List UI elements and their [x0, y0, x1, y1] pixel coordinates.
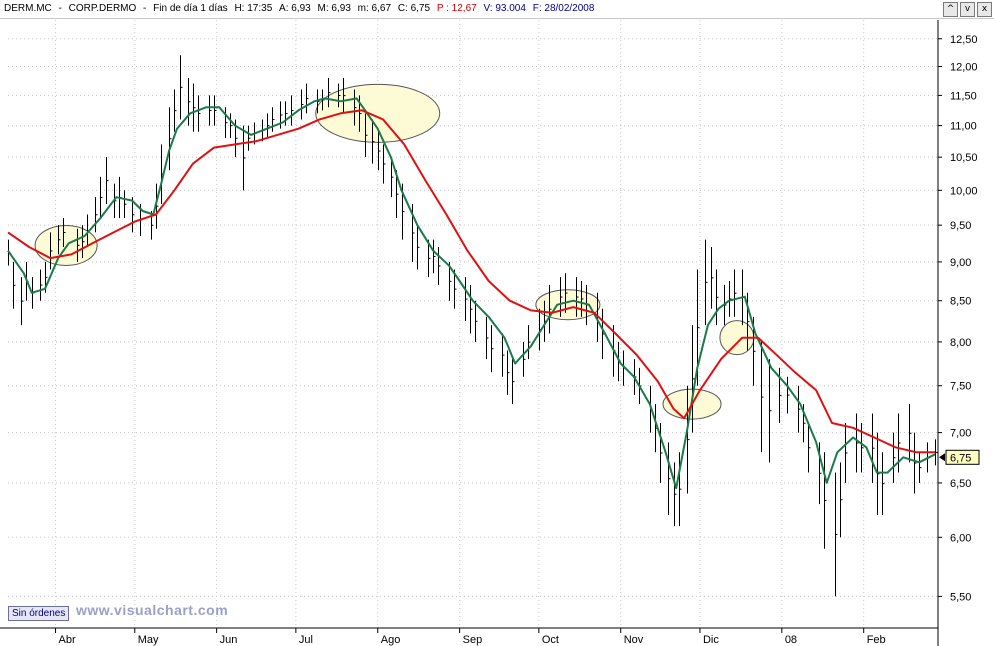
y-tick-label: 7,50: [950, 381, 971, 393]
grid: [8, 20, 938, 628]
x-tick-label: 08: [785, 634, 797, 646]
y-tick-label: 11,00: [950, 121, 977, 133]
x-tick-label: Jun: [220, 634, 238, 646]
window-controls: ^ v x: [943, 2, 992, 17]
last-price-box: [945, 449, 980, 465]
x-tick-label: Feb: [867, 634, 886, 646]
y-tick-label: 11,50: [950, 90, 977, 102]
highlight-ellipse: [535, 289, 601, 321]
x-tick-label: Ago: [381, 634, 401, 646]
y-tick-label: 9,50: [950, 220, 971, 232]
highlight-ellipse: [315, 83, 441, 143]
last-price-arrow: [939, 453, 945, 462]
low-text: m: 6,67: [357, 3, 392, 14]
close-text: C: 6,75: [397, 3, 431, 14]
last-price-label: 6,75: [950, 452, 971, 464]
date-text: F: 28/02/2008: [532, 3, 595, 14]
x-tick-label: Nov: [624, 634, 644, 646]
highlight-ellipses: [34, 83, 755, 420]
quote-header: DERM.MC - CORP.DERMO - Fin de día 1 días…: [0, 0, 994, 19]
scroll-up-button[interactable]: ^: [943, 2, 958, 17]
high-text: M: 6,93: [317, 3, 351, 14]
x-tick-label: May: [138, 634, 159, 646]
name-text: CORP.DERMO: [68, 3, 137, 14]
volume-text: V: 93.004: [483, 3, 526, 14]
axes: 12,50 12,00 11,50 11,00 10,50 10,00 9,50 9,00 8,…: [0, 20, 978, 646]
time-text: H: 17:35: [234, 3, 273, 14]
y-tick-label: 7,00: [950, 428, 971, 440]
x-tick-label: Jul: [299, 634, 313, 646]
scroll-down-button[interactable]: v: [960, 2, 975, 17]
close-button[interactable]: x: [977, 2, 992, 17]
open-text: A: 6,93: [279, 3, 311, 14]
orders-status[interactable]: Sin órdenes: [8, 606, 70, 621]
slow-ma-line: [7, 109, 935, 454]
last-price-marker: 6,75: [939, 449, 980, 465]
fast-ma-line: [7, 97, 936, 490]
y-tick-label: 8,00: [950, 337, 971, 349]
pct-text: P : 12,67: [436, 3, 477, 14]
y-tick-label: 8,50: [950, 296, 971, 308]
y-tick-label: 10,00: [950, 185, 978, 197]
y-tick-label: 12,00: [950, 61, 978, 73]
symbol-text: DERM.MC: [4, 3, 52, 14]
x-tick-label: Sep: [463, 634, 483, 646]
x-tick-label: Abr: [59, 634, 76, 646]
period-text: Fin de día 1 días: [153, 3, 228, 14]
watermark-text: www.visualchart.com: [76, 602, 229, 618]
y-tick-label: 12,50: [950, 34, 978, 46]
y-tick-label: 5,50: [950, 591, 971, 603]
y-tick-label: 6,50: [950, 478, 971, 490]
moving-averages: [7, 97, 936, 490]
price-bars: [8, 55, 938, 597]
y-tick-label: 6,00: [950, 532, 971, 544]
x-tick-label: Dic: [703, 634, 719, 646]
y-tick-label: 9,00: [950, 257, 971, 269]
x-tick-label: Oct: [542, 634, 559, 646]
y-tick-label: 10,50: [950, 152, 978, 164]
